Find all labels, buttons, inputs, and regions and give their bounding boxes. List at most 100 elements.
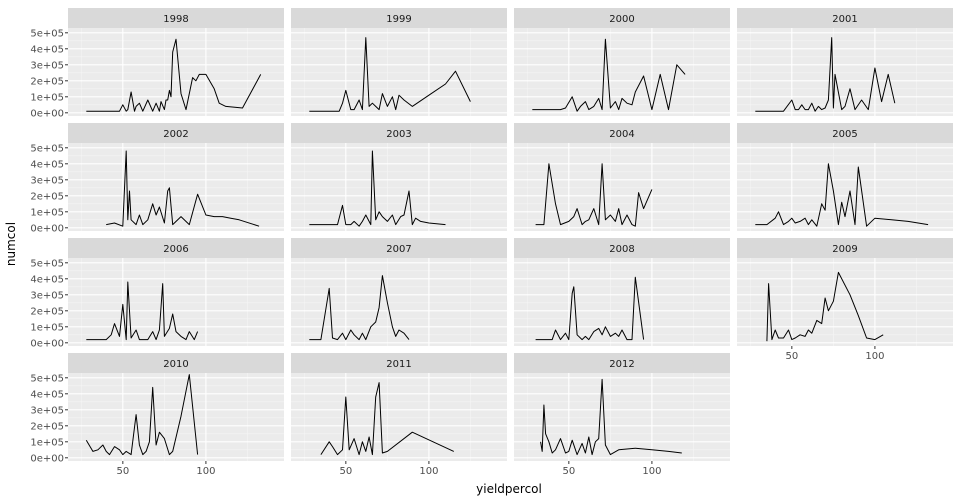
y-tick-label: 3e+05: [30, 175, 64, 186]
facet-panel-2000: 2000: [514, 8, 730, 116]
facet-strip-label: 1999: [386, 14, 411, 25]
series-line-2001: [755, 37, 896, 112]
facet-strip-label: 2008: [609, 244, 634, 255]
series-line-2007: [309, 275, 410, 341]
facet-panel-2007: 2007: [291, 238, 507, 346]
facet-strip: [737, 238, 953, 258]
facet-strip: [737, 123, 953, 143]
facet-strip-label: 2001: [832, 14, 857, 25]
series-line-2003: [309, 150, 446, 227]
y-tick-label: 4e+05: [30, 44, 64, 55]
plot-background: [737, 258, 953, 346]
facet-strip-label: 2011: [386, 359, 411, 370]
plot-background: [737, 28, 953, 116]
facet-strip: [291, 8, 507, 28]
y-tick-label: 2e+05: [30, 306, 64, 317]
facet-strip-label: 2005: [832, 129, 857, 140]
x-tick-label: 50: [785, 351, 798, 362]
facet-strip: [291, 238, 507, 258]
facet-panel-2001: 2001: [737, 8, 953, 116]
x-tick-label: 50: [116, 466, 129, 477]
facet-panels: 1998 0e+00 1e+05 2e+05 3e+05 4e+05 5e+05 1999 20…: [30, 8, 953, 477]
series-line-1999: [309, 37, 471, 112]
y-tick-label: 1e+05: [30, 322, 64, 333]
facet-strip-label: 2012: [609, 359, 634, 370]
series-line-2008: [535, 276, 645, 341]
facet-strip-label: 2006: [163, 244, 188, 255]
y-tick-label: 3e+05: [30, 60, 64, 71]
facet-panel-1999: 1999: [291, 8, 507, 116]
facet-panel-2005: 2005: [737, 123, 953, 231]
y-tick-label: 1e+05: [30, 207, 64, 218]
facet-strip: [291, 353, 507, 373]
y-tick-label: 4e+05: [30, 389, 64, 400]
facet-strip-label: 2002: [163, 129, 188, 140]
x-tick-label: 100: [196, 466, 215, 477]
plot-background: [514, 258, 730, 346]
y-tick-label: 5e+05: [30, 258, 64, 269]
series-line-2005: [755, 163, 929, 227]
series-line-2012: [540, 378, 682, 456]
y-tick-label: 0e+00: [30, 453, 64, 464]
plot-background: [291, 28, 507, 116]
plot-background: [514, 143, 730, 231]
facet-strip-label: 2000: [609, 14, 634, 25]
facet-panel-2010: 2010 0e+00 1e+05 2e+05 3e+05 4e+05 5e+05 50 100: [30, 353, 284, 477]
x-tick-label: 100: [642, 466, 661, 477]
plot-background: [291, 143, 507, 231]
y-tick-label: 1e+05: [30, 92, 64, 103]
facet-strip: [514, 123, 730, 143]
series-line-2006: [86, 281, 199, 341]
plot-background: [68, 258, 284, 346]
plot-background: [737, 143, 953, 231]
y-tick-label: 0e+00: [30, 338, 64, 349]
facet-panel-2009: 2009 50 100: [737, 238, 953, 362]
series-line-2011: [320, 382, 455, 456]
y-tick-label: 2e+05: [30, 191, 64, 202]
y-tick-label: 2e+05: [30, 76, 64, 87]
facet-strip: [68, 123, 284, 143]
x-axis-title: yieldpercol: [476, 482, 542, 496]
facet-strip-label: 2004: [609, 129, 634, 140]
facet-panel-2012: 2012 50 100: [514, 353, 730, 477]
series-line-2002: [106, 150, 260, 227]
x-tick-label: 50: [562, 466, 575, 477]
y-tick-label: 0e+00: [30, 223, 64, 234]
plot-background: [514, 28, 730, 116]
facet-strip-label: 1998: [163, 14, 188, 25]
facet-panel-2004: 2004: [514, 123, 730, 231]
y-tick-label: 3e+05: [30, 290, 64, 301]
x-tick-label: 50: [339, 466, 352, 477]
plot-background: [68, 143, 284, 231]
facet-strip-label: 2003: [386, 129, 411, 140]
facet-strip: [291, 123, 507, 143]
facet-strip: [514, 8, 730, 28]
facet-strip: [514, 238, 730, 258]
facet-strip-label: 2010: [163, 359, 188, 370]
y-tick-label: 2e+05: [30, 421, 64, 432]
facet-strip-label: 2009: [832, 244, 857, 255]
plot-background: [514, 373, 730, 461]
y-tick-label: 4e+05: [30, 274, 64, 285]
facet-strip-label: 2007: [386, 244, 411, 255]
y-tick-label: 4e+05: [30, 159, 64, 170]
facet-strip: [68, 353, 284, 373]
y-tick-label: 5e+05: [30, 143, 64, 154]
facet-panel-2008: 2008: [514, 238, 730, 346]
y-axis-title: numcol: [4, 222, 18, 266]
facet-panel-2011: 2011 50 100: [291, 353, 507, 477]
facet-panel-2002: 2002 0e+00 1e+05 2e+05 3e+05 4e+05 5e+05: [30, 123, 284, 234]
plot-background: [291, 373, 507, 461]
series-line-1998: [86, 38, 262, 112]
x-tick-label: 100: [865, 351, 884, 362]
x-tick-label: 100: [419, 466, 438, 477]
facet-strip: [514, 353, 730, 373]
series-line-2004: [535, 163, 653, 227]
plot-background: [291, 258, 507, 346]
facet-strip: [68, 238, 284, 258]
y-tick-label: 3e+05: [30, 405, 64, 416]
facet-panel-2006: 2006 0e+00 1e+05 2e+05 3e+05 4e+05 5e+05: [30, 238, 284, 349]
facet-strip: [68, 8, 284, 28]
y-tick-label: 5e+05: [30, 373, 64, 384]
series-line-2000: [532, 38, 686, 112]
